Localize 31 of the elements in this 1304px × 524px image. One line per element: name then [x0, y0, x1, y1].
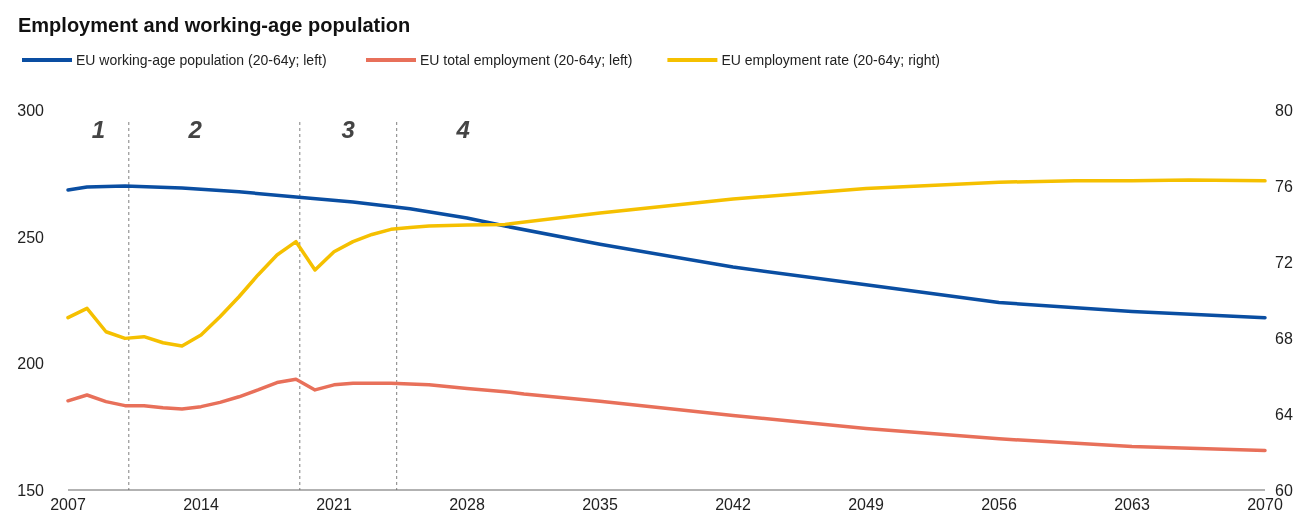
x-tick-label: 2056 [981, 496, 1017, 513]
x-tick-label: 2049 [848, 496, 884, 513]
y2-tick-label: 72 [1275, 254, 1293, 271]
y2-tick-label: 80 [1275, 102, 1293, 119]
x-tick-label: 2021 [316, 496, 352, 513]
y-tick-label: 300 [17, 102, 45, 119]
y2-tick-label: 76 [1275, 178, 1293, 195]
y2-tick-label: 60 [1275, 482, 1293, 499]
y-tick-label: 250 [17, 228, 45, 246]
annotation: 2 [187, 116, 203, 143]
x-tick-label: 2063 [1114, 496, 1150, 513]
line-series [66, 184, 1267, 320]
y-tick-label: 200 [17, 355, 45, 373]
y2-tick-label: 68 [1275, 330, 1293, 347]
x-tick-label: 2028 [449, 496, 485, 513]
x-tick-label: 2070 [1247, 496, 1283, 513]
y-tick-label: 150 [17, 482, 45, 499]
line-series [66, 377, 1267, 453]
y2-tick-label: 64 [1275, 406, 1293, 423]
legend-label: EU working-age population (20-64y; left) [76, 52, 327, 68]
x-tick-label: 2042 [715, 496, 751, 513]
legend-label: EU employment rate (20-64y; right) [721, 52, 941, 68]
annotation: 4 [455, 116, 470, 143]
annotation: 3 [341, 116, 356, 143]
legend-label: EU total employment (20-64y; left) [420, 52, 633, 68]
annotation: 1 [91, 116, 106, 143]
line-series [66, 178, 1267, 348]
x-tick-label: 2014 [183, 496, 219, 513]
x-tick-label: 2035 [582, 496, 618, 513]
chart-title: Employment and working-age population [18, 14, 411, 36]
x-tick-label: 2007 [50, 496, 86, 513]
